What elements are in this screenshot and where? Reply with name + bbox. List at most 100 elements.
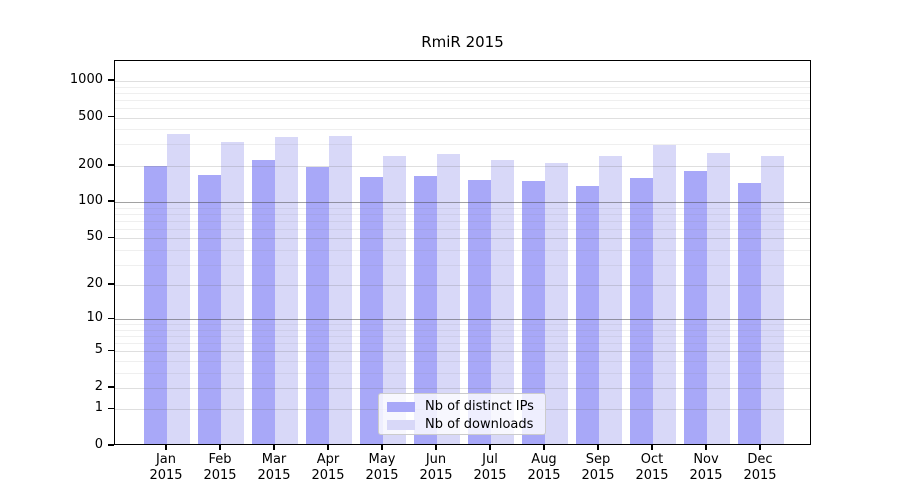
gridline-500 bbox=[115, 117, 810, 119]
x-tick-jun bbox=[435, 445, 437, 450]
gridline-minor bbox=[115, 343, 810, 345]
gridline-minor bbox=[115, 99, 810, 101]
x-tick-label-nov: Nov 2015 bbox=[689, 452, 723, 483]
y-tick-label-0: 0 bbox=[94, 437, 103, 452]
bar-downloads-mar bbox=[275, 136, 299, 444]
bar-downloads-dec bbox=[761, 155, 785, 444]
bar-downloads-jul bbox=[491, 160, 515, 444]
bar-distinct-ips-jul bbox=[467, 180, 491, 444]
bar-distinct-ips-jun bbox=[413, 175, 437, 444]
y-tick-label-1: 1 bbox=[94, 400, 103, 416]
x-tick-may bbox=[381, 445, 383, 450]
x-tick-nov bbox=[705, 445, 707, 450]
x-tick-label-jun: Jun 2015 bbox=[419, 452, 453, 483]
x-tick-jul bbox=[489, 445, 491, 450]
x-tick-sep bbox=[597, 445, 599, 450]
y-tick-200 bbox=[108, 164, 114, 166]
chart-title: RmiR 2015 bbox=[421, 33, 504, 51]
x-tick-label-feb: Feb 2015 bbox=[203, 452, 237, 483]
gridline-200 bbox=[115, 165, 810, 167]
bar-downloads-jun bbox=[437, 154, 461, 444]
gridline-minor bbox=[115, 129, 810, 131]
gridline-10 bbox=[115, 319, 810, 321]
x-tick-label-sep: Sep 2015 bbox=[581, 452, 615, 483]
x-tick-label-dec: Dec 2015 bbox=[743, 452, 777, 483]
bar-downloads-feb bbox=[221, 141, 245, 444]
legend-label-distinct-ips: Nb of distinct IPs bbox=[425, 399, 534, 414]
bar-distinct-ips-oct bbox=[629, 177, 653, 444]
bar-distinct-ips-sep bbox=[575, 186, 599, 444]
y-tick-label-2: 2 bbox=[94, 378, 103, 394]
bar-downloads-aug bbox=[545, 163, 569, 444]
gridline-minor bbox=[115, 249, 810, 251]
bar-distinct-ips-jan bbox=[143, 165, 167, 444]
gridline-minor bbox=[115, 372, 810, 374]
y-tick-1 bbox=[108, 407, 114, 410]
bar-downloads-sep bbox=[599, 155, 623, 444]
bar-downloads-oct bbox=[653, 144, 677, 444]
bar-distinct-ips-nov bbox=[683, 171, 707, 444]
gridline-minor bbox=[115, 264, 810, 266]
y-tick-50 bbox=[108, 236, 114, 238]
x-tick-dec bbox=[759, 445, 761, 450]
gridline-1000 bbox=[115, 80, 810, 82]
bar-distinct-ips-may bbox=[359, 176, 383, 444]
plot-area: Nb of distinct IPs Nb of downloads bbox=[114, 60, 811, 445]
gridline-50 bbox=[115, 238, 810, 240]
y-tick-label-20: 20 bbox=[86, 276, 103, 292]
gridline-minor bbox=[115, 107, 810, 109]
y-tick-label-500: 500 bbox=[78, 108, 103, 124]
legend-label-downloads: Nb of downloads bbox=[425, 417, 534, 432]
gridline-minor bbox=[115, 207, 810, 209]
gridline-20 bbox=[115, 285, 810, 287]
x-tick-label-may: May 2015 bbox=[365, 452, 399, 483]
x-tick-label-aug: Aug 2015 bbox=[527, 452, 561, 483]
gridline-minor bbox=[115, 213, 810, 215]
x-tick-label-apr: Apr 2015 bbox=[311, 452, 345, 483]
bar-distinct-ips-aug bbox=[521, 181, 545, 444]
bar-distinct-ips-mar bbox=[251, 159, 275, 444]
bar-downloads-jan bbox=[167, 133, 191, 444]
bar-distinct-ips-dec bbox=[737, 183, 761, 444]
gridline-5 bbox=[115, 351, 810, 353]
x-tick-mar bbox=[273, 445, 275, 450]
y-tick-label-1000: 1000 bbox=[69, 71, 103, 87]
x-tick-aug bbox=[543, 445, 545, 450]
legend-swatch-downloads bbox=[387, 420, 415, 430]
x-tick-label-oct: Oct 2015 bbox=[635, 452, 669, 483]
y-tick-label-5: 5 bbox=[94, 342, 103, 358]
x-tick-jan bbox=[165, 445, 167, 450]
gridline-2 bbox=[115, 387, 810, 389]
x-tick-label-mar: Mar 2015 bbox=[257, 452, 291, 483]
legend: Nb of distinct IPs Nb of downloads bbox=[378, 393, 546, 435]
gridline-minor bbox=[115, 336, 810, 338]
y-tick-label-50: 50 bbox=[86, 229, 103, 245]
x-tick-oct bbox=[651, 445, 653, 450]
y-tick-label-200: 200 bbox=[78, 156, 103, 172]
bar-downloads-nov bbox=[707, 152, 731, 444]
y-tick-20 bbox=[108, 283, 114, 285]
y-tick-label-10: 10 bbox=[86, 310, 103, 326]
gridline-minor bbox=[115, 228, 810, 230]
y-tick-10 bbox=[108, 317, 114, 319]
y-tick-1000 bbox=[108, 79, 114, 81]
bar-downloads-apr bbox=[329, 136, 353, 444]
y-tick-5 bbox=[108, 349, 114, 352]
gridline-minor bbox=[115, 86, 810, 88]
y-tick-0 bbox=[108, 444, 114, 446]
y-tick-label-100: 100 bbox=[78, 193, 103, 209]
bar-distinct-ips-apr bbox=[305, 166, 329, 444]
gridline-100 bbox=[115, 202, 810, 204]
gridline-minor bbox=[115, 220, 810, 222]
bar-distinct-ips-feb bbox=[197, 174, 221, 444]
gridline-minor bbox=[115, 92, 810, 94]
y-tick-2 bbox=[108, 386, 114, 388]
gridline-minor bbox=[115, 144, 810, 146]
bar-downloads-may bbox=[383, 156, 407, 444]
legend-swatch-distinct-ips bbox=[387, 402, 415, 412]
x-tick-feb bbox=[219, 445, 221, 450]
y-tick-500 bbox=[108, 115, 114, 118]
x-tick-apr bbox=[327, 445, 329, 450]
gridline-minor bbox=[115, 324, 810, 326]
